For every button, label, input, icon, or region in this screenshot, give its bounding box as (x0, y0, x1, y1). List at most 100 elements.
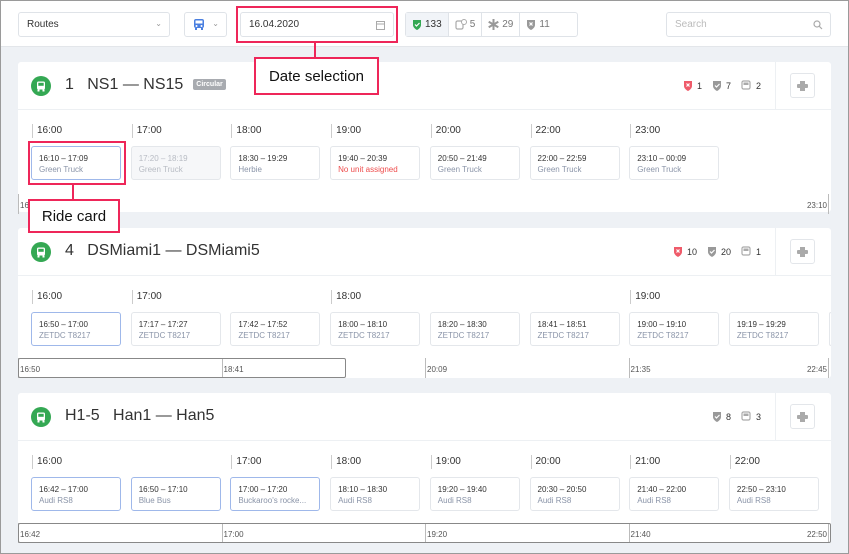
route-count: 1 (683, 80, 702, 91)
status-filter-shield-x[interactable]: 11 (520, 13, 555, 36)
status-filter-shield-check[interactable]: 133 (406, 13, 449, 36)
search-input[interactable]: Search (666, 12, 831, 37)
hour-label: 18:00 (331, 290, 361, 304)
ride-card[interactable]: 18:00 – 18:10 ZETDC T8217 (330, 312, 421, 346)
ride-card[interactable]: 16:10 – 17:09 Green Truck (31, 146, 121, 180)
timeline-scrollbar[interactable]: 16:1023:10 (18, 194, 831, 214)
routes-select[interactable]: Routes ⌄ (18, 12, 170, 37)
printer-icon (797, 411, 808, 422)
hour-label: 20:00 (530, 455, 561, 469)
scale-tick: 19:20 (425, 523, 447, 543)
ride-card[interactable]: 17:20 – 18:19 Green Truck (130, 146, 221, 180)
ride-card[interactable]: 17:00 – 17:20 Buckaroo's rocke... (230, 477, 321, 511)
scale-tick: 21:40 (628, 523, 651, 543)
ride-unit: ZETDC T8217 (537, 331, 589, 340)
ride-card[interactable]: 16:50 – 17:00 ZETDC T8217 (31, 312, 121, 346)
ride-card[interactable]: 16:50 – 17:10 Blue Bus (130, 477, 221, 511)
ride-unit: ZETDC T8217 (138, 331, 191, 340)
ride-time: 17:00 – 17:20 (238, 485, 288, 494)
route-number: 1 (65, 76, 74, 93)
ride-card[interactable]: 20:50 – 21:49 Green Truck (429, 146, 520, 180)
asterisk-icon (488, 19, 500, 30)
bus-icon (741, 411, 752, 422)
hour-label: 17:00 (231, 455, 261, 469)
ride-card[interactable]: 19:19 – 19:29 ZETDC T8217 (728, 312, 819, 346)
bus-icon (31, 76, 51, 96)
ride-card[interactable]: 17:17 – 17:27 ZETDC T8217 (130, 312, 221, 346)
route-title[interactable]: 4 DSMiami1 — DSMiami5 (65, 242, 260, 260)
ride-time: 20:50 – 21:49 (437, 154, 487, 163)
ride-card[interactable]: 19:40 – 20:39 No unit assigned (330, 146, 421, 180)
count-value: 8 (725, 411, 731, 422)
ride-time: 20:30 – 20:50 (537, 485, 587, 494)
shield-x-icon (673, 246, 683, 257)
count-value: 2 (755, 80, 761, 91)
ride-time: 17:20 – 18:19 (138, 154, 188, 163)
bus-icon (31, 407, 51, 427)
status-filter-bus-clock[interactable]: 5 (449, 13, 483, 36)
hour-label: 21:00 (630, 455, 660, 469)
ride-card[interactable]: 17:42 – 17:52 ZETDC T8217 (230, 312, 321, 346)
hour-label: 22:00 (729, 455, 760, 469)
ride-card[interactable]: 23:10 – 00:09 Green Truck (629, 146, 720, 180)
timeline-scrollbar[interactable]: 16:50 18:41 20:09 21:35 22:45 (18, 358, 831, 378)
ride-card[interactable]: 18:10 – 18:30 Audi RS8 (330, 477, 421, 511)
ride-time: 19:20 – 19:40 (437, 485, 487, 494)
route-count: 3 (741, 411, 761, 422)
ride-card[interactable]: 19:00 – 19:10 ZETDC T8217 (629, 312, 720, 346)
transport-type-select[interactable]: ⌄ (184, 12, 227, 37)
ride-card[interactable]: 19:20 – 19:40 Audi RS8 (429, 477, 520, 511)
timeline-window-handle[interactable] (18, 523, 831, 543)
ride-unit: ZETDC T8217 (736, 331, 789, 340)
date-value: 16.04.2020 (249, 19, 300, 30)
route-title[interactable]: H1-5 Han1 — Han5 (65, 407, 214, 425)
hour-label: 20:00 (430, 124, 461, 138)
ride-card-partial[interactable] (828, 312, 831, 346)
ride-card[interactable]: 18:41 – 18:51 ZETDC T8217 (529, 312, 620, 346)
ride-card[interactable]: 22:50 – 23:10 Audi RS8 (728, 477, 819, 511)
status-filter-group: 133 5 29 11 (405, 12, 578, 37)
ride-card[interactable]: 16:42 – 17:00 Audi RS8 (31, 477, 121, 511)
ride-time: 22:50 – 23:10 (736, 485, 786, 494)
route-name: NS1 — NS15 (87, 76, 184, 93)
route-count: 2 (741, 80, 761, 91)
route-count: 10 (673, 246, 697, 257)
scale-tick: 20:09 (425, 358, 447, 378)
ride-card[interactable]: 20:30 – 20:50 Audi RS8 (529, 477, 620, 511)
hour-label: 19:00 (630, 290, 660, 304)
printer-icon (797, 246, 808, 257)
ride-card[interactable]: 22:00 – 22:59 Green Truck (529, 146, 620, 180)
timeline-scrollbar[interactable]: 16:42 17:00 19:20 21:40 22:50 (18, 523, 831, 543)
route-header: 1 NS1 — NS15 Circular 1 7 2 (18, 62, 831, 110)
route-title[interactable]: 1 NS1 — NS15 Circular (65, 76, 226, 94)
ride-unit: Buckaroo's rocke... (238, 496, 307, 505)
print-button[interactable] (790, 73, 815, 98)
ride-unit: Audi RS8 (437, 496, 472, 505)
ride-time: 19:40 – 20:39 (338, 154, 388, 163)
bus-icon (741, 246, 752, 257)
date-input[interactable]: 16.04.2020 (240, 12, 394, 37)
status-count: 11 (539, 19, 550, 30)
hour-label: 22:00 (530, 124, 561, 138)
print-button[interactable] (790, 239, 815, 264)
status-filter-asterisk[interactable]: 29 (482, 13, 521, 36)
route-name: DSMiami1 — DSMiami5 (87, 242, 260, 259)
timeline-window-handle[interactable] (18, 358, 346, 378)
ride-time: 18:10 – 18:30 (338, 485, 388, 494)
ride-time: 16:50 – 17:00 (39, 320, 88, 329)
count-value: 7 (725, 80, 731, 91)
ride-card[interactable]: 18:30 – 19:29 Herbie (230, 146, 321, 180)
shield-x-icon (526, 19, 536, 30)
scale-tick: 23:10 (806, 194, 829, 214)
print-button[interactable] (790, 404, 815, 429)
ride-card[interactable]: 18:20 – 18:30 ZETDC T8217 (429, 312, 520, 346)
bus-icon (194, 19, 204, 30)
route-header: 4 DSMiami1 — DSMiami5 10 20 1 (18, 228, 831, 276)
ride-unit: Blue Bus (138, 496, 171, 505)
search-placeholder: Search (675, 19, 707, 30)
bus-icon (741, 80, 752, 91)
ride-card[interactable]: 21:40 – 22:00 Audi RS8 (629, 477, 720, 511)
scale-tick: 21:35 (628, 358, 651, 378)
status-count: 5 (469, 19, 476, 30)
